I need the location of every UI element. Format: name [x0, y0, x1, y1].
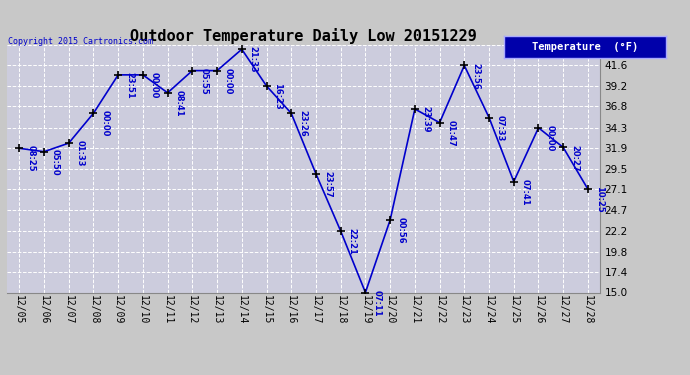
Text: 00:00: 00:00: [150, 72, 159, 99]
Text: 07:41: 07:41: [521, 179, 530, 206]
Text: 00:56: 00:56: [397, 217, 406, 244]
Text: 20:27: 20:27: [570, 145, 579, 171]
Text: 23:39: 23:39: [422, 106, 431, 133]
Text: 21:33: 21:33: [248, 46, 258, 73]
Text: 01:47: 01:47: [446, 120, 455, 147]
Text: 00:00: 00:00: [224, 68, 233, 94]
Text: 23:26: 23:26: [298, 111, 307, 137]
Text: 07:11: 07:11: [373, 290, 382, 316]
Text: Temperature  (°F): Temperature (°F): [532, 42, 638, 52]
Text: 01:33: 01:33: [76, 140, 85, 167]
Text: 10:25: 10:25: [595, 186, 604, 213]
Text: 00:00: 00:00: [545, 125, 555, 152]
Text: 05:50: 05:50: [51, 149, 60, 176]
Text: 23:57: 23:57: [323, 171, 332, 198]
Text: 23:56: 23:56: [471, 63, 480, 90]
Text: 08:25: 08:25: [26, 146, 35, 172]
Text: 07:33: 07:33: [496, 115, 505, 141]
Text: 16:23: 16:23: [273, 83, 282, 110]
Text: 08:41: 08:41: [175, 90, 184, 117]
Text: 05:55: 05:55: [199, 68, 208, 94]
Text: Copyright 2015 Cartronics.com: Copyright 2015 Cartronics.com: [8, 38, 153, 46]
Text: 23:51: 23:51: [125, 72, 134, 99]
Text: 22:21: 22:21: [348, 228, 357, 255]
Title: Outdoor Temperature Daily Low 20151229: Outdoor Temperature Daily Low 20151229: [130, 28, 477, 44]
Text: 00:00: 00:00: [100, 111, 110, 137]
